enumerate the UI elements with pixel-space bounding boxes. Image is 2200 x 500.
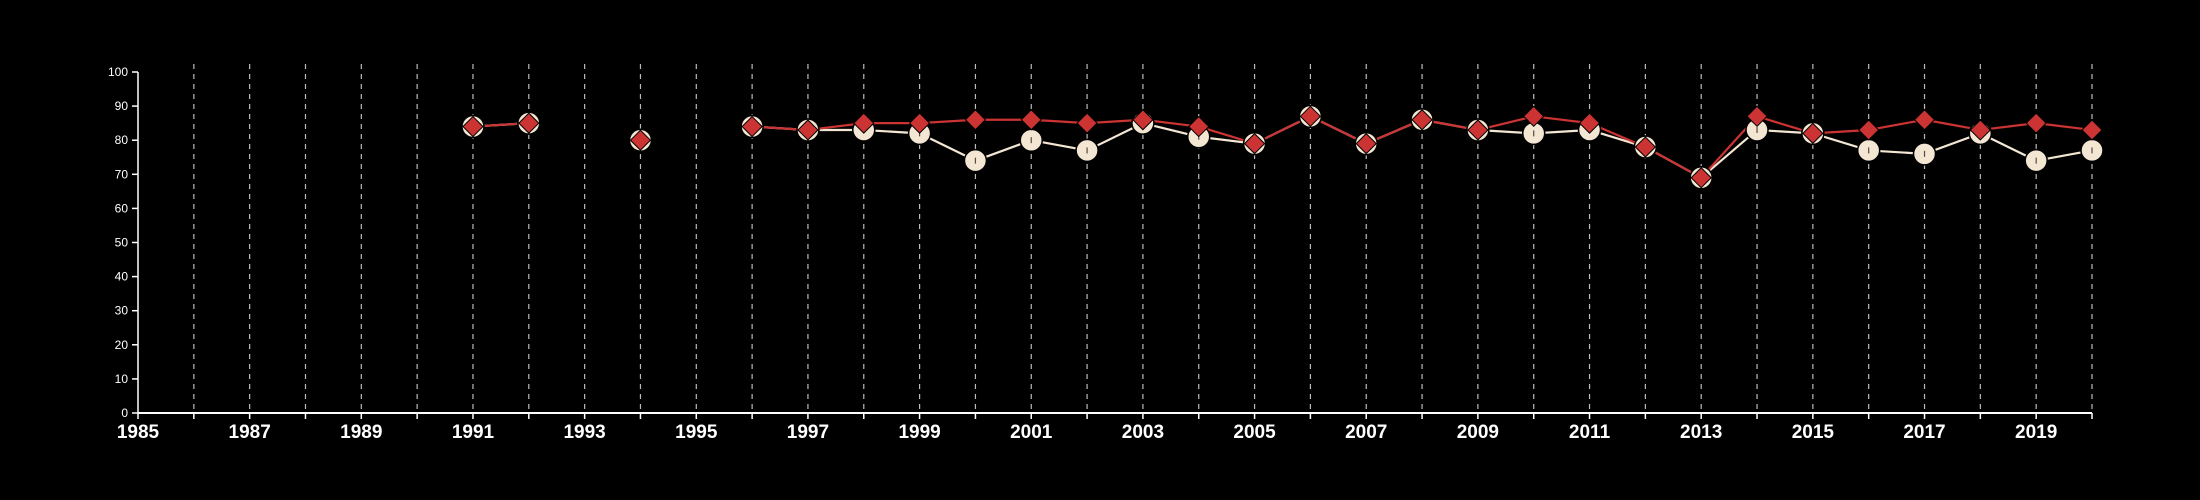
x-tick-label: 1997 (787, 422, 829, 443)
series-b-point (964, 109, 987, 131)
y-tick-label: 60 (115, 201, 129, 215)
y-tick-label: 30 (115, 304, 129, 318)
series-b-point (462, 115, 484, 138)
y-tick-label: 20 (115, 338, 129, 352)
series-a-segment (1700, 129, 1758, 179)
x-tick-label: 2001 (1010, 422, 1053, 443)
series-b-point (1690, 167, 1712, 189)
series-b-point (797, 119, 819, 141)
series-b-point (1969, 119, 1992, 141)
series-b-point (1634, 136, 1657, 158)
x-tick-label: 1995 (675, 422, 718, 443)
x-tick-label: 1999 (898, 422, 940, 443)
x-tick-label: 1985 (117, 422, 160, 443)
series-b-point (1802, 122, 1824, 145)
x-tick-label: 1991 (452, 422, 495, 443)
series-b-point (2081, 119, 2103, 141)
x-tick-label: 2009 (1457, 422, 1499, 443)
series-b-point (629, 129, 652, 151)
series-b-segment (1868, 118, 1925, 132)
y-tick-label: 100 (108, 65, 128, 79)
y-tick-label: 40 (115, 270, 129, 284)
y-tick-label: 90 (115, 99, 129, 113)
y-tick-label: 70 (115, 167, 129, 181)
x-tick-label: 2017 (1903, 422, 1945, 443)
series-b-point (518, 112, 540, 134)
series-b-point (2025, 112, 2047, 134)
axes: 1985 1987 1989 1991 1993 1995 1997 1999 2001 2003… (108, 65, 2093, 443)
series-b-point (1299, 105, 1322, 128)
x-tick-label: 2013 (1680, 422, 1722, 443)
grid-lines (193, 64, 2093, 413)
series-b-point (1467, 119, 1489, 141)
series-b-point (853, 112, 875, 134)
x-tick-label: 2003 (1122, 422, 1164, 443)
series-b-point (1523, 105, 1545, 128)
series-b-point (1076, 112, 1098, 134)
x-tick-label: 2019 (2015, 422, 2057, 443)
y-tick-label: 50 (115, 236, 129, 250)
series-b-point (1746, 105, 1768, 128)
series-b-point (1411, 109, 1433, 131)
series-b-point (1188, 115, 1210, 138)
series-b-point (1578, 112, 1601, 134)
x-tick-label: 2015 (1792, 422, 1835, 443)
series-b-point (1020, 109, 1042, 131)
series-b-point (1355, 132, 1377, 155)
x-tick-label: 2007 (1345, 422, 1387, 443)
series-b-point (908, 112, 931, 134)
y-tick-label: 10 (115, 372, 129, 386)
x-tick-label: 1993 (563, 422, 605, 443)
series-b-point (741, 115, 763, 138)
series-b-point (1243, 132, 1266, 155)
x-tick-label: 1987 (229, 422, 271, 443)
y-tick-label: 0 (121, 406, 128, 420)
x-tick-label: 2011 (1569, 422, 1611, 443)
series-b-point (1132, 109, 1154, 131)
series-b-point (1857, 119, 1880, 141)
series-b-point (1913, 109, 1936, 131)
x-tick-label: 1989 (340, 422, 382, 443)
x-tick-label: 2005 (1233, 422, 1276, 443)
data-series (461, 104, 2104, 190)
y-tick-label: 80 (115, 133, 129, 147)
